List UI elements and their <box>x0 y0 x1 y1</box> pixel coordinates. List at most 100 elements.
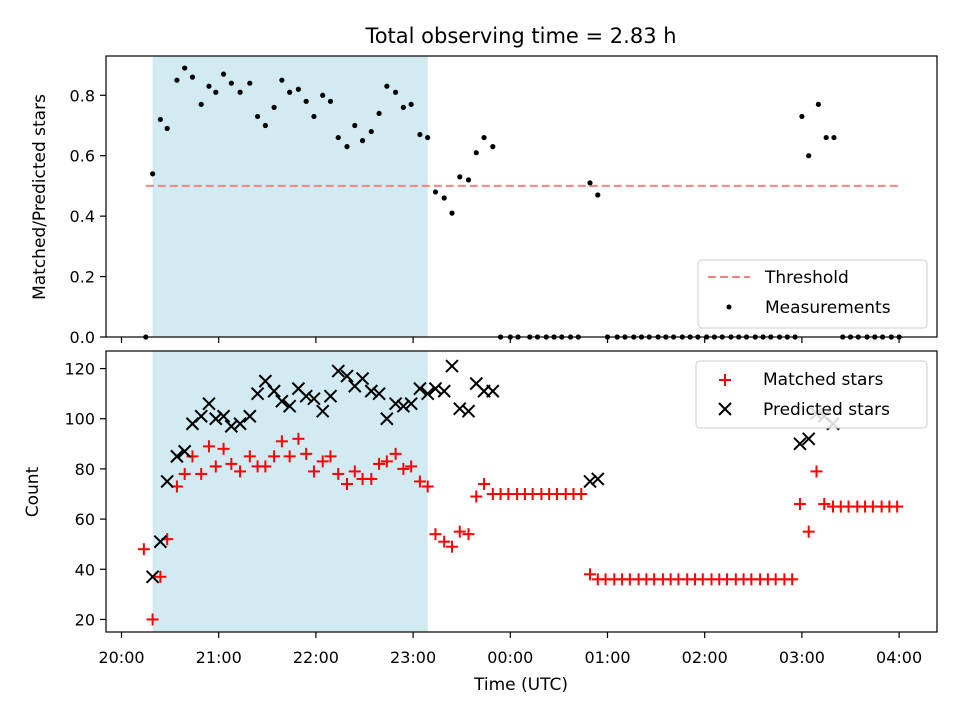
matched-stars-point <box>283 450 296 463</box>
predicted-stars-point <box>453 401 467 416</box>
measurements-point <box>237 89 243 95</box>
x-tick-label: 04:00 <box>876 648 922 667</box>
y-tick-label: 0.2 <box>70 268 95 287</box>
measurements-point <box>481 134 487 141</box>
matched-stars-point <box>324 450 337 463</box>
predicted-stars-point <box>355 371 370 386</box>
measurements-point <box>303 98 309 104</box>
matched-stars-point <box>429 528 442 541</box>
matched-stars-point <box>268 450 281 463</box>
predicted-stars-point <box>486 384 500 398</box>
matched-stars-point <box>234 465 247 478</box>
matched-stars-point <box>332 467 345 480</box>
matched-stars-point <box>470 490 483 503</box>
legend-predicted-label: Predicted stars <box>763 400 890 420</box>
measurements-point <box>213 89 219 95</box>
measurements-point <box>425 134 431 141</box>
predicted-stars-point <box>282 399 297 413</box>
measurements-point <box>368 128 374 135</box>
measurements-point <box>815 101 822 107</box>
top-observing-window-shade <box>152 56 428 337</box>
predicted-stars-point <box>591 472 605 486</box>
measurements-point <box>806 153 812 159</box>
measurements-point <box>449 210 455 216</box>
measurements-point <box>831 134 837 141</box>
matched-stars-point <box>810 465 823 478</box>
predicted-stars-point <box>224 419 239 433</box>
measurements-point <box>271 104 277 110</box>
predicted-stars-point <box>307 391 321 406</box>
x-tick-label: 22:00 <box>293 648 339 667</box>
predicted-stars-point <box>793 437 807 451</box>
measurements-point <box>287 89 293 95</box>
matched-stars-point <box>259 460 272 473</box>
predicted-stars-point <box>323 389 338 403</box>
measurements-point <box>490 144 496 150</box>
x-tick-label: 21:00 <box>196 648 242 667</box>
measurements-point <box>457 174 463 180</box>
predicted-stars-point <box>461 404 476 418</box>
measurements-point <box>393 89 399 95</box>
predicted-stars-point <box>396 399 411 413</box>
measurements-point <box>417 131 423 138</box>
matched-stars-point <box>397 462 410 475</box>
matched-stars-point <box>445 540 458 553</box>
measurements-point <box>376 110 382 117</box>
measurements-point <box>198 101 204 107</box>
matched-stars-point <box>137 543 150 556</box>
chart-title: Total observing time = 2.83 h <box>364 24 676 48</box>
matched-stars-point <box>146 613 159 626</box>
measurements-point <box>228 80 234 86</box>
matched-stars-point <box>584 568 597 581</box>
top-legend-box <box>697 259 928 329</box>
x-tick-label: 02:00 <box>682 648 728 667</box>
predicted-stars-point <box>428 381 443 396</box>
measurements-point <box>465 177 472 183</box>
x-tick-label: 03:00 <box>779 648 825 667</box>
matched-stars-point <box>341 477 354 490</box>
bottom-panel: 20 40 60 80 100 120 20:00 21:00 22:00 23:00 00:00… <box>23 350 938 695</box>
predicted-stars-point <box>340 369 354 383</box>
matched-stars-point <box>243 450 256 463</box>
predicted-stars-point <box>364 384 379 398</box>
top-legend: Threshold Measurements <box>697 259 928 329</box>
y-tick-label: 0.8 <box>70 86 95 105</box>
matched-stars-point <box>275 435 288 448</box>
measurements-point <box>182 65 188 71</box>
measurements-point <box>189 74 196 80</box>
x-tick-label: 01:00 <box>584 648 630 667</box>
matched-stars-point <box>365 472 378 485</box>
measurements-point <box>408 101 414 107</box>
top-panel: 0.00.20.40.60.8 Matched/Predicted stars … <box>30 55 938 347</box>
top-y-axis-ticks: 0.0 0.2 0.4 0.6 0.8 <box>70 86 106 347</box>
y-tick-label: 60 <box>75 510 95 529</box>
measurements-point <box>441 195 447 201</box>
matched-stars-point <box>217 442 230 455</box>
bottom-legend: Matched stars Predicted stars <box>695 360 928 429</box>
top-y-axis-label: Matched/Predicted stars <box>30 94 50 300</box>
predicted-stars-point <box>177 444 192 459</box>
measurements-point <box>400 104 406 110</box>
measurements-point <box>150 171 156 177</box>
x-tick-label: 00:00 <box>487 648 533 667</box>
measurements-point <box>295 86 302 92</box>
bottom-observing-window-shade <box>152 351 428 632</box>
matched-stars-point <box>373 457 386 470</box>
matched-stars-point <box>453 525 466 538</box>
matched-stars-point <box>389 447 402 460</box>
y-tick-label: 0.6 <box>70 147 95 166</box>
measurements-point <box>220 71 227 77</box>
y-tick-label: 20 <box>75 610 95 629</box>
predicted-stars-point <box>170 449 184 464</box>
predicted-stars-point <box>299 389 313 403</box>
measurements-point <box>320 92 326 98</box>
bottom-plot-frame <box>105 350 938 633</box>
predicted-stars-point <box>243 409 257 423</box>
legend-measurements-label: Measurements <box>765 298 891 318</box>
predicted-stars-point <box>233 417 247 431</box>
bottom-x-axis-ticks: 20:00 21:00 22:00 23:00 00:00 01:00 02:00 03:00… <box>98 632 922 667</box>
y-tick-label: 0.0 <box>70 328 95 347</box>
legend-matched-swatch <box>719 374 731 386</box>
